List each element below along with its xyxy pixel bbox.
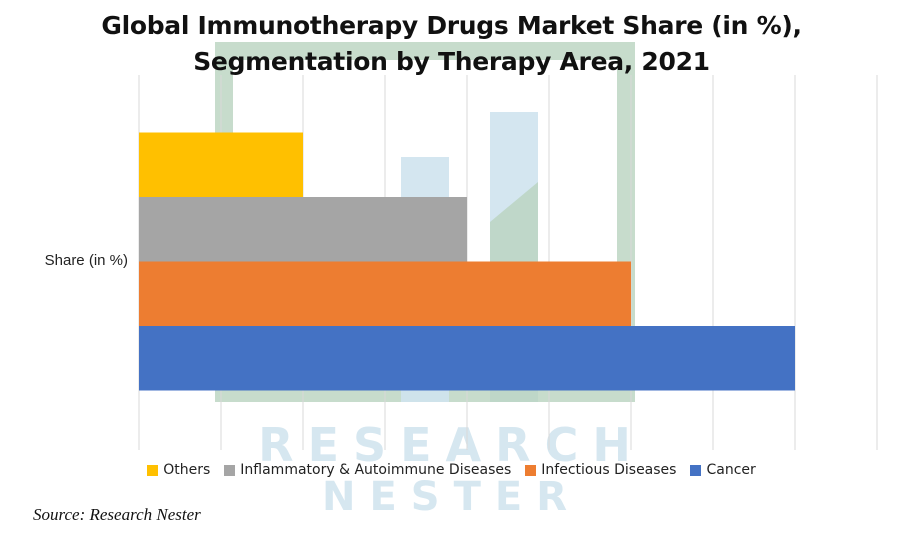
legend-swatch — [690, 464, 702, 476]
legend-item: Inflammatory & Autoimmune Diseases — [224, 462, 511, 478]
bar-inflammatory-autoimmune-diseases — [139, 197, 467, 262]
bar-others — [139, 132, 303, 197]
legend-label: Infectious Diseases — [541, 462, 677, 478]
legend: Others Inflammatory & Autoimmune Diseases… — [0, 462, 903, 478]
chart-title: Global Immunotherapy Drugs Market Share … — [101, 11, 802, 76]
watermark-text-line2: NESTER — [321, 474, 582, 520]
legend-swatch — [224, 464, 236, 476]
legend-label: Inflammatory & Autoimmune Diseases — [240, 462, 512, 478]
legend-swatch — [147, 464, 159, 476]
legend-item: Cancer — [690, 462, 756, 478]
source-note: Source: Research Nester — [33, 505, 201, 524]
bar-infectious-diseases — [139, 261, 631, 326]
legend-swatch — [525, 464, 537, 476]
legend-item: Infectious Diseases — [525, 462, 676, 478]
legend-item: Others — [147, 462, 210, 478]
category-label: Share (in %) — [44, 252, 128, 269]
legend-label: Cancer — [706, 462, 756, 478]
legend-label: Others — [163, 462, 211, 478]
watermark-text-line1: RESEARCH — [258, 418, 645, 472]
bar-cancer — [139, 326, 795, 391]
